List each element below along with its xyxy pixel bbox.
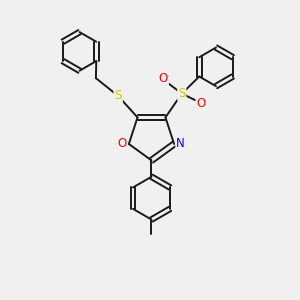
Text: N: N <box>176 137 185 151</box>
Text: O: O <box>159 72 168 85</box>
Text: O: O <box>118 137 127 151</box>
Text: S: S <box>178 87 185 100</box>
Text: S: S <box>115 89 122 103</box>
Text: O: O <box>196 97 206 110</box>
